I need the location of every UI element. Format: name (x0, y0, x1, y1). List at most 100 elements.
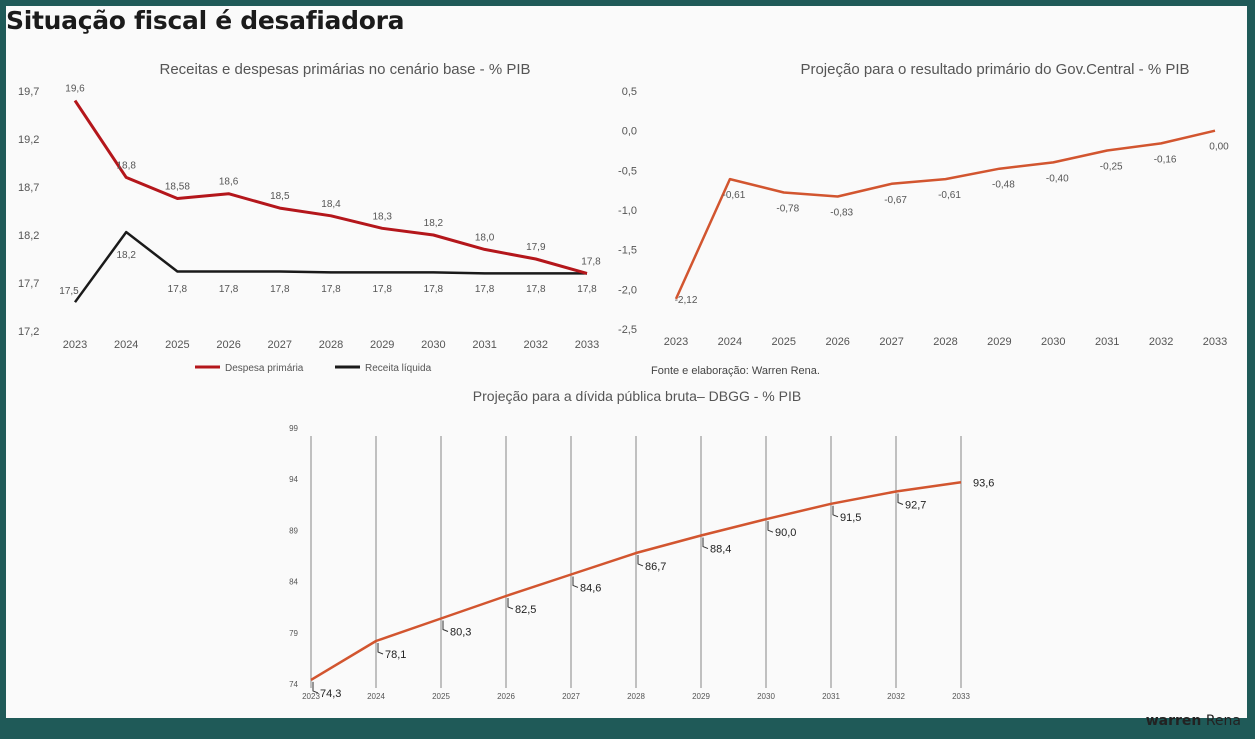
x-tick-label: 2024 (114, 339, 138, 351)
chart-primary-result: Projeção para o resultado primário do Go… (618, 61, 1229, 377)
x-tick-label: 2026 (825, 336, 849, 348)
slide-title: Situação fiscal é desafiadora (6, 6, 405, 35)
receita-data-label: 17,8 (168, 284, 188, 295)
debt-label-leader (572, 576, 579, 588)
debt-label-leader (312, 681, 319, 694)
y-tick-label: -0,5 (618, 165, 637, 177)
x-tick-label: 2027 (268, 339, 292, 351)
x-tick-label: 2025 (772, 336, 796, 348)
legend-despesa-label: Despesa primária (225, 363, 304, 374)
despesa-data-label: 17,8 (581, 256, 601, 267)
brand-logo: warren Rena (1146, 713, 1241, 729)
chart3-gridlines (310, 436, 962, 688)
debt-data-label: 80,3 (450, 626, 471, 638)
despesa-line (73, 99, 588, 275)
x-tick-label: 2031 (822, 692, 840, 701)
x-tick-label: 2023 (302, 692, 320, 701)
chart3-title: Projeção para a dívida pública bruta– DB… (473, 388, 801, 404)
y-tick-label: 74 (289, 680, 298, 689)
x-tick-label: 2028 (319, 339, 343, 351)
y-tick-label: -1,0 (618, 205, 637, 217)
chart-gross-debt: Projeção para a dívida pública bruta– DB… (289, 388, 994, 701)
primary-result-data-label: -0,48 (992, 180, 1015, 191)
brand-rest: Rena (1205, 713, 1241, 729)
receita-data-label: 17,5 (59, 286, 79, 297)
chart3-data-labels: 74,3 78,1 80,3 82,5 84,6 86,7 88,4 90,0 91,5 92,7… (312, 477, 994, 700)
debt-data-label: 86,7 (645, 561, 666, 573)
primary-result-data-label: -0,83 (830, 208, 853, 219)
chart1-data-labels: 19,6 18,8 18,58 18,6 18,5 18,4 18,3 18,2 18,0 17,… (59, 84, 601, 297)
despesa-data-label: 18,3 (372, 211, 392, 222)
y-tick-label: 19,2 (18, 134, 39, 146)
despesa-data-label: 18,5 (270, 191, 290, 202)
x-tick-label: 2033 (1203, 336, 1227, 348)
receita-data-label: 17,8 (577, 284, 597, 295)
chart1-x-ticks: 2023 2024 2025 2026 2027 2028 2029 2030 2031 2032… (63, 339, 599, 351)
debt-data-label: 91,5 (840, 512, 861, 524)
y-tick-label: 17,7 (18, 278, 39, 290)
debt-label-leader (507, 597, 514, 610)
despesa-data-label: 17,9 (526, 242, 546, 253)
x-tick-label: 2026 (216, 339, 240, 351)
primary-result-data-label: -0,25 (1100, 162, 1123, 173)
x-tick-label: 2033 (575, 339, 599, 351)
despesa-data-label: 19,6 (65, 84, 85, 95)
x-tick-label: 2032 (524, 339, 548, 351)
receita-data-label: 17,8 (219, 284, 239, 295)
x-tick-label: 2029 (987, 336, 1011, 348)
x-tick-label: 2030 (1041, 336, 1065, 348)
x-tick-label: 2025 (432, 692, 450, 701)
primary-result-data-label: -0,61 (723, 190, 746, 201)
receita-data-label: 17,8 (424, 284, 444, 295)
chart3-x-ticks: 2023 2024 2025 2026 2027 2028 2029 2030 2031 2032… (302, 692, 970, 701)
x-tick-label: 2027 (879, 336, 903, 348)
chart2-series (674, 129, 1216, 300)
chart3-y-ticks: 74 79 84 89 94 99 (289, 424, 298, 689)
x-tick-label: 2031 (1095, 336, 1119, 348)
y-tick-label: 99 (289, 424, 298, 433)
debt-label-leader (377, 643, 384, 655)
receita-data-label: 17,8 (372, 284, 392, 295)
x-tick-label: 2032 (1149, 336, 1173, 348)
receita-data-label: 17,8 (270, 284, 290, 295)
x-tick-label: 2030 (421, 339, 445, 351)
debt-data-label: 82,5 (515, 604, 536, 616)
x-tick-label: 2029 (370, 339, 394, 351)
despesa-data-label: 18,6 (219, 177, 239, 188)
y-tick-label: 18,2 (18, 230, 39, 242)
debt-line (310, 481, 962, 681)
debt-label-leader (767, 521, 774, 533)
chart-revenue-expense: Receitas e despesas primárias no cenário… (18, 61, 601, 374)
despesa-data-label: 18,0 (475, 232, 495, 243)
x-tick-label: 2023 (63, 339, 87, 351)
brand-bold: warren (1145, 713, 1202, 729)
receita-line (73, 230, 587, 303)
x-tick-label: 2024 (367, 692, 385, 701)
chart2-title: Projeção para o resultado primário do Go… (800, 61, 1189, 78)
debt-data-label: 90,0 (775, 527, 796, 539)
despesa-data-label: 18,58 (165, 182, 190, 193)
receita-data-label: 17,8 (321, 284, 341, 295)
y-tick-label: -1,5 (618, 245, 637, 257)
y-tick-label: 89 (289, 526, 298, 535)
legend-receita-label: Receita líquida (365, 363, 432, 374)
y-tick-label: 0,0 (622, 126, 637, 138)
debt-label-leader (637, 554, 644, 567)
x-tick-label: 2032 (887, 692, 905, 701)
slide (6, 6, 1247, 718)
primary-result-data-label: 0,00 (1209, 142, 1229, 153)
y-tick-label: 0,5 (622, 86, 637, 98)
y-tick-label: -2,5 (618, 324, 637, 336)
primary-result-data-label: -2,12 (675, 295, 698, 306)
x-tick-label: 2025 (165, 339, 189, 351)
debt-data-label: 93,6 (973, 477, 994, 489)
y-tick-label: 84 (289, 578, 298, 587)
despesa-data-label: 18,8 (116, 160, 136, 171)
x-tick-label: 2026 (497, 692, 515, 701)
x-tick-label: 2033 (952, 692, 970, 701)
receita-data-label: 18,2 (116, 250, 136, 261)
x-tick-label: 2027 (562, 692, 580, 701)
chart2-y-ticks: -2,5 -2,0 -1,5 -1,0 -0,5 0,0 0,5 (618, 86, 637, 336)
debt-label-leader (832, 505, 839, 518)
